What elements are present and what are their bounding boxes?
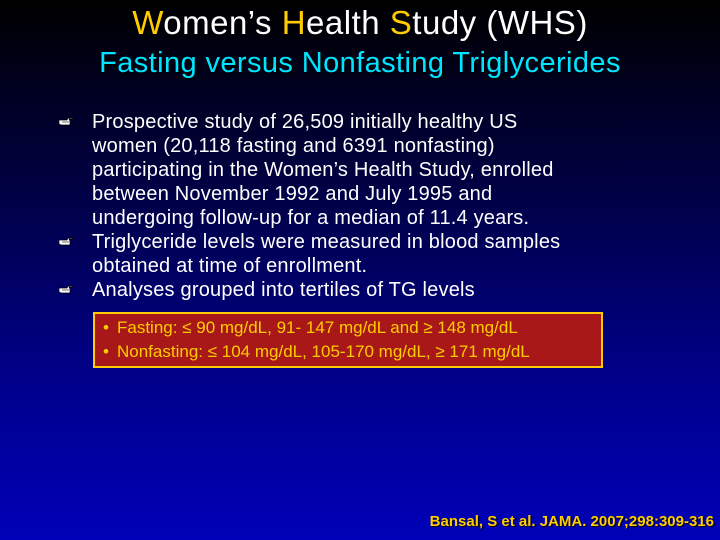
title-part: tudy (WHS) <box>412 4 588 41</box>
sub-bullet: • <box>103 318 109 337</box>
pointing-hand-icon <box>58 285 74 294</box>
bullet-item: Prospective study of 26,509 initially he… <box>58 110 708 230</box>
citation: Bansal, S et al. JAMA. 2007;298:309-316 <box>429 513 714 530</box>
bullet-item: Triglyceride levels were measured in blo… <box>58 230 708 278</box>
bullet-line: obtained at time of enrollment. <box>92 255 368 277</box>
title-part: H <box>281 4 307 41</box>
sub-bullet: • <box>103 342 109 361</box>
bullet-item: Analyses grouped into tertiles of TG lev… <box>58 278 708 302</box>
bullet-line: Prospective study of 26,509 initially he… <box>92 111 518 133</box>
pointing-hand-icon <box>58 237 74 246</box>
bullet-line: undergoing follow-up for a median of 11.… <box>92 207 530 229</box>
tertile-box: • Fasting: ≤ 90 mg/dL, 91- 147 mg/dL and … <box>93 312 603 368</box>
title-part: omen’s <box>163 4 282 41</box>
title-part: S <box>389 4 413 41</box>
pointing-hand-icon <box>58 117 74 126</box>
tertile-text: Nonfasting: ≤ 104 mg/dL, 105-170 mg/dL, … <box>117 342 530 361</box>
tertile-item-fasting: • Fasting: ≤ 90 mg/dL, 91- 147 mg/dL and … <box>103 316 593 340</box>
title-part: ealth <box>306 4 390 41</box>
bullet-line: Triglyceride levels were measured in blo… <box>92 231 561 253</box>
bullet-list: Prospective study of 26,509 initially he… <box>58 110 708 302</box>
slide-title: Women’s Health Study (WHS) <box>0 4 720 42</box>
title-part: W <box>132 4 164 41</box>
bullet-line: participating in the Women’s Health Stud… <box>92 159 554 181</box>
tertile-item-nonfasting: • Nonfasting: ≤ 104 mg/dL, 105-170 mg/dL,… <box>103 340 593 364</box>
slide-subtitle: Fasting versus Nonfasting Triglycerides <box>99 47 621 79</box>
bullet-line: women (20,118 fasting and 6391 nonfastin… <box>92 135 495 157</box>
bullet-line: Analyses grouped into tertiles of TG lev… <box>92 279 475 301</box>
tertile-text: Fasting: ≤ 90 mg/dL, 91- 147 mg/dL and ≥… <box>117 318 518 337</box>
bullet-line: between November 1992 and July 1995 and <box>92 183 493 205</box>
